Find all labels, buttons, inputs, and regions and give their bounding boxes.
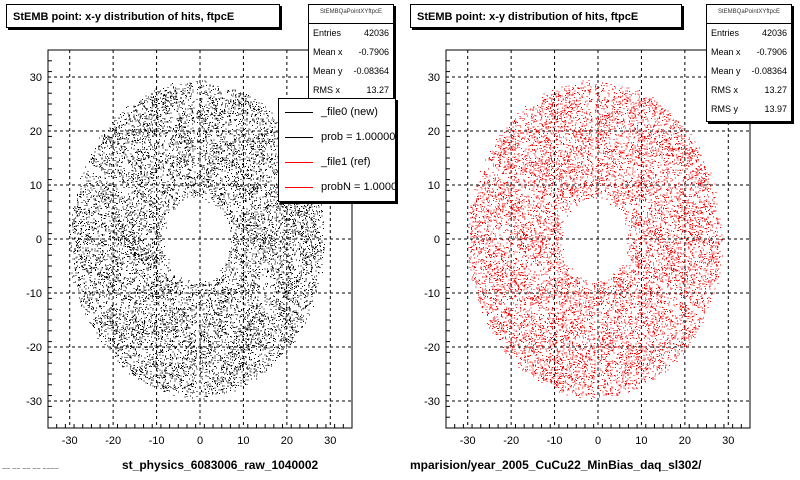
axis-ticks [47, 49, 353, 429]
right-plot-title: StEMB point: x-y distribution of hits, f… [410, 4, 682, 28]
y-tick-label: -10 [424, 288, 440, 300]
x-tick-label: 10 [635, 435, 647, 447]
y-tick-label: 30 [428, 72, 440, 84]
right-stats-row-rms-y: RMS y 13.97 [711, 104, 787, 114]
right-stats-row-mean-y: Mean y -0.08364 [711, 66, 787, 76]
axis-ticks [445, 49, 751, 429]
y-tick-label: 10 [428, 180, 440, 192]
right-stats-row-mean-x: Mean x -0.7906 [711, 47, 787, 57]
plot-frame [47, 49, 353, 429]
right-stats-row-entries: Entries 42036 [711, 28, 787, 38]
left-x-axis-title: st_physics_6083006_raw_1040002 [122, 458, 319, 472]
right-stats-box: StEMBQaPointXYftpcE Entries 42036 Mean x-… [706, 4, 792, 122]
legend-entry-prob: prob = 1.000000 [279, 125, 395, 149]
x-tick-label: 20 [281, 435, 293, 447]
left-stats-row-mean-y: Mean y -0.08364 [313, 66, 389, 76]
right-histogram-panel: -30 -20 -10 0 10 20 30 -30 -20 -10 0 10 20 30 StEMB p… [398, 0, 798, 480]
y-tick-label: 10 [30, 180, 42, 192]
right-stats-row-rms-x: RMS x 13.27 [711, 85, 787, 95]
legend-entry-probn: probN = 1.000000 [279, 175, 395, 199]
legend-line-black [285, 136, 313, 138]
y-tick-label: -30 [26, 396, 42, 408]
legend-line-red [285, 186, 313, 188]
x-tick-label: 10 [237, 435, 249, 447]
x-tick-label: 30 [324, 435, 336, 447]
y-tick-label: -20 [424, 342, 440, 354]
y-tick-label: -20 [26, 342, 42, 354]
y-tick-label: -10 [26, 288, 42, 300]
left-stats-row-rms-x: RMS x 13.27 [313, 85, 389, 95]
left-legend: _file0 (new) prob = 1.000000 _file1 (ref… [278, 98, 396, 202]
x-tick-label: 20 [679, 435, 691, 447]
legend-line-red [285, 161, 313, 163]
scatter-points [70, 80, 325, 400]
x-tick-label: -20 [105, 435, 121, 447]
x-tick-label: 0 [197, 435, 203, 447]
left-plot-title: StEMB point: x-y distribution of hits, f… [6, 4, 280, 28]
y-tick-label: 20 [30, 126, 42, 138]
y-tick-label: 0 [36, 234, 42, 246]
x-tick-label: -10 [547, 435, 563, 447]
x-tick-label: -10 [149, 435, 165, 447]
right-x-axis-title: mparision/year_2005_CuCu22_MinBias_daq_s… [410, 458, 702, 472]
left-histogram-panel: -30 -20 -10 0 10 20 30 -30 -20 -10 0 10 20 30 StEMB p… [2, 4, 396, 473]
x-tick-label: -30 [460, 435, 476, 447]
right-stats-name: StEMBQaPointXYftpcE [707, 5, 791, 24]
footer-text: ~~ ~~ ~~ ~~ ~~~~ [2, 466, 59, 473]
left-stats-row-mean-x: Mean x -0.7906 [313, 47, 389, 57]
scatter-points [468, 79, 724, 400]
left-stats-row-entries: Entries 42036 [313, 28, 389, 38]
y-tick-label: -30 [424, 396, 440, 408]
left-stats-name: StEMBQaPointXYftpcE [309, 5, 393, 24]
x-tick-label: -30 [62, 435, 78, 447]
legend-entry-file1: _file1 (ref) [279, 150, 395, 174]
y-tick-label: 0 [434, 234, 440, 246]
x-tick-label: -20 [503, 435, 519, 447]
left-stats-box: StEMBQaPointXYftpcE Entries 42036 Mean x-… [308, 4, 394, 106]
y-tick-label: 30 [30, 72, 42, 84]
y-tick-label: 20 [428, 126, 440, 138]
x-tick-label: 0 [595, 435, 601, 447]
plot-frame [445, 49, 751, 429]
legend-entry-file0: _file0 (new) [279, 100, 395, 124]
grid [446, 50, 750, 428]
x-tick-label: 30 [722, 435, 734, 447]
legend-line-black [285, 111, 313, 113]
